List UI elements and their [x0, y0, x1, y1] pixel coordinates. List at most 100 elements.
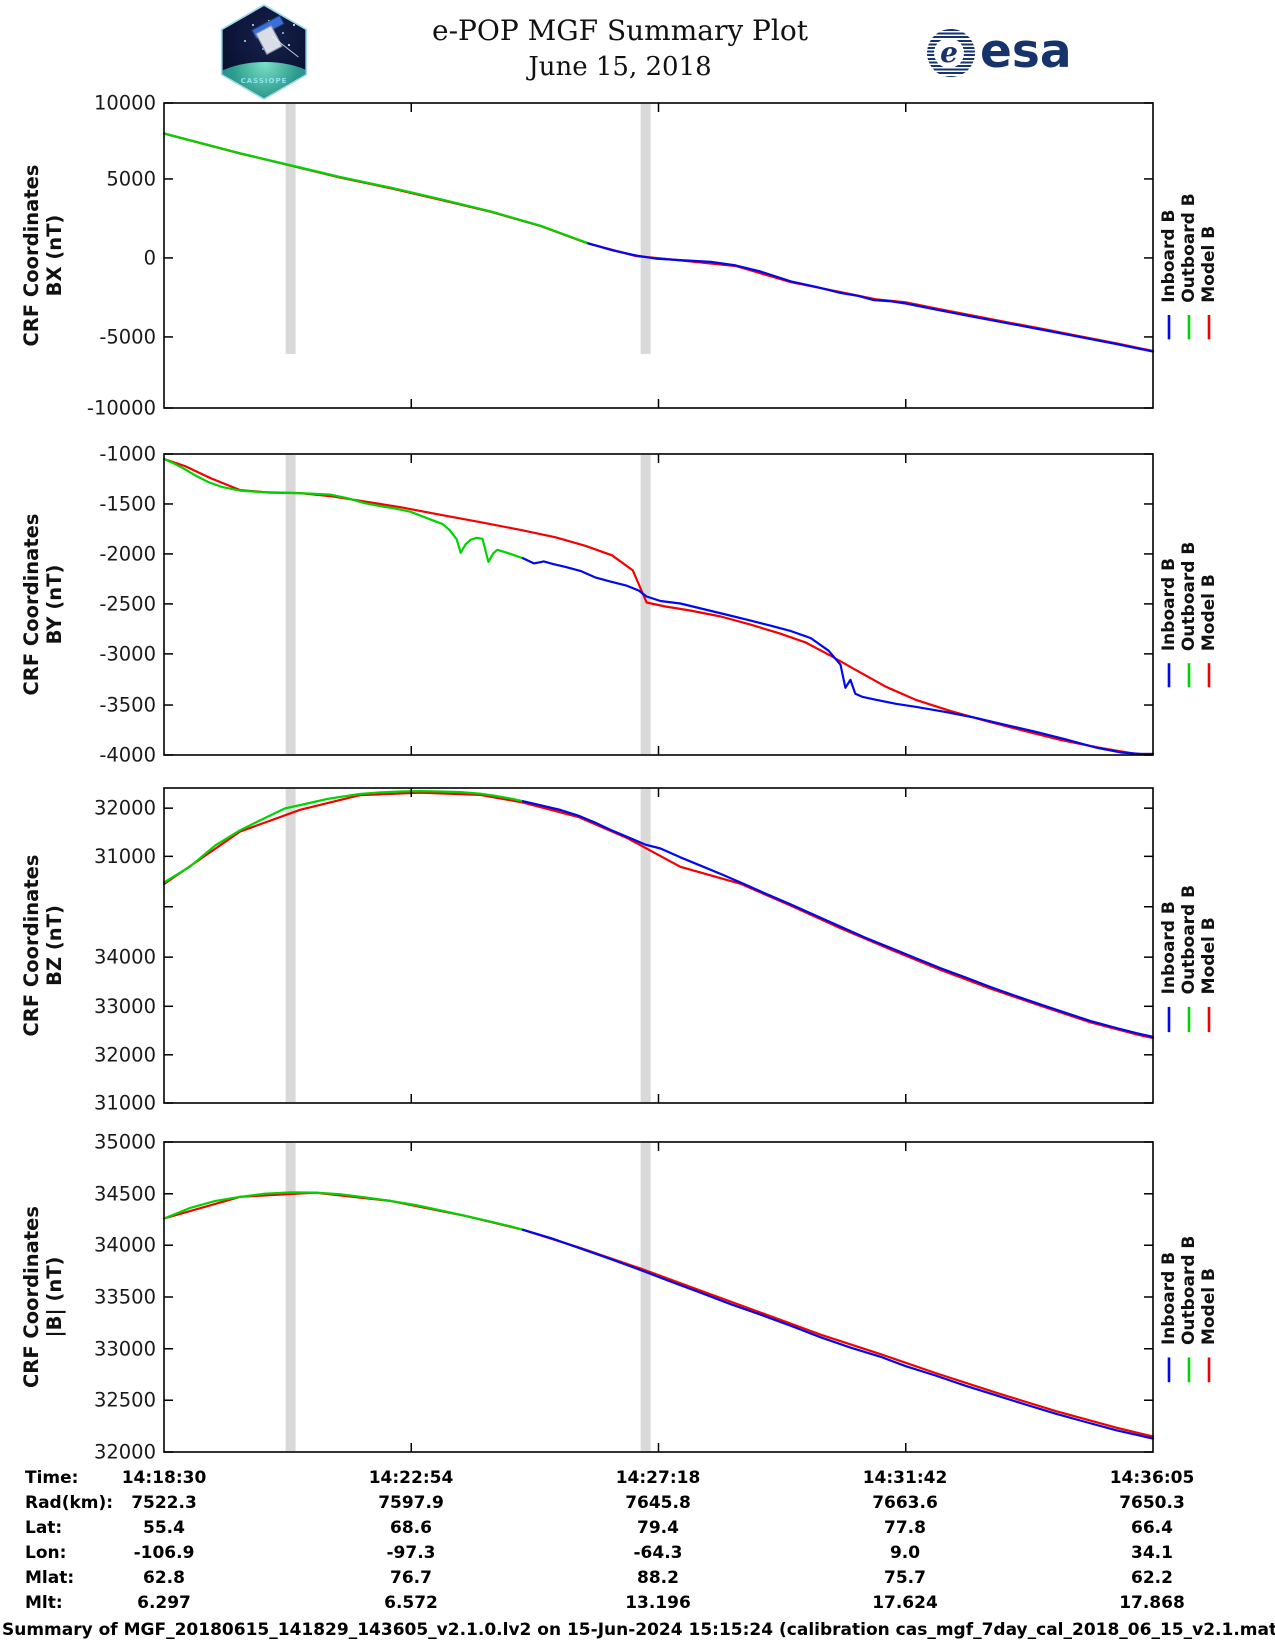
table-cell: 66.4: [1131, 1518, 1173, 1538]
esa-emblem-disc: [934, 38, 964, 68]
axis-label-line2: BZ (nT): [43, 905, 66, 986]
y-tick-label: 32000: [94, 1043, 156, 1066]
y-tick-label: 35000: [94, 1131, 156, 1154]
y-tick-label: 33000: [94, 1337, 156, 1360]
esa-logo-text: esa: [980, 24, 1072, 79]
table-cell: 55.4: [143, 1518, 185, 1538]
table-cell: 68.6: [390, 1518, 432, 1538]
legend-label-outboard-b: Outboard B: [1179, 885, 1199, 994]
event-marker-bar-2: [640, 1143, 651, 1451]
legend-label-outboard-b: Outboard B: [1179, 193, 1199, 302]
axis-label-line1: CRF Coordinates: [20, 855, 43, 1037]
y-tick-label: 33000: [94, 995, 156, 1018]
axis-label-line2: |B| (nT): [43, 1257, 66, 1338]
table-row-label: Lat:: [25, 1518, 63, 1538]
event-marker-bar-1: [285, 104, 296, 354]
table-row-label: Lon:: [25, 1543, 67, 1563]
y-tick-label: -1500: [99, 492, 156, 515]
legend-label-outboard-b: Outboard B: [1179, 542, 1199, 651]
table-cell: 62.2: [1131, 1568, 1173, 1588]
y-tick-label: -1000: [99, 443, 156, 466]
table-cell: 13.196: [625, 1593, 691, 1613]
event-marker-bar-2: [640, 104, 651, 354]
y-tick-label: -2500: [99, 592, 156, 615]
legend-label-model-b: Model B: [1199, 574, 1219, 651]
table-cell: 77.8: [884, 1518, 926, 1538]
y-tick-label: 32000: [94, 797, 156, 820]
event-marker-bar-1: [285, 1143, 296, 1451]
table-cell: 9.0: [889, 1543, 921, 1563]
table-cell: -106.9: [133, 1543, 195, 1563]
cassiope-patch-label: CASSIOPE: [240, 77, 288, 85]
table-cell: 14:22:54: [368, 1468, 454, 1488]
table-cell: 14:36:05: [1109, 1468, 1195, 1488]
series-model-b-line: [162, 132, 1155, 353]
y-tick-label: 33500: [94, 1286, 156, 1309]
footer-caption: Summary of MGF_20180615_141829_143605_v2…: [2, 1620, 1275, 1640]
legend-label-model-b: Model B: [1199, 1268, 1219, 1345]
table-row-label: Rad(km):: [25, 1493, 114, 1513]
y-tick-label: 34000: [94, 1234, 156, 1257]
axis-label-line1: CRF Coordinates: [20, 514, 43, 696]
series-outboard-b-line: [162, 790, 525, 884]
y-tick-label: 34500: [94, 1182, 156, 1205]
axis-label-line1: CRF Coordinates: [20, 1206, 43, 1388]
y-tick-label: -4000: [99, 744, 156, 767]
table-row-label: Time:: [25, 1468, 79, 1488]
table-cell: 7663.6: [872, 1493, 938, 1513]
series-outboard-b-line: [162, 457, 525, 563]
panel-bx-border: [163, 102, 1154, 409]
series-inboard-b-line: [521, 800, 1155, 1038]
table-cell: 7650.3: [1119, 1493, 1185, 1513]
y-tick-label: 10000: [94, 92, 156, 115]
page-title: e-POP MGF Summary Plot: [432, 14, 808, 47]
table-row-label: Mlat:: [25, 1568, 75, 1588]
page-subtitle: June 15, 2018: [528, 52, 712, 82]
legend-label-outboard-b: Outboard B: [1179, 1236, 1199, 1345]
y-tick-label: -3500: [99, 694, 156, 717]
table-cell: 6.572: [384, 1593, 438, 1613]
y-tick-label: 32000: [94, 1441, 156, 1464]
table-cell: 75.7: [884, 1568, 926, 1588]
table-cell: -64.3: [633, 1543, 683, 1563]
table-cell: 7522.3: [131, 1493, 197, 1513]
y-tick-label: 31000: [94, 845, 156, 868]
table-cell: -97.3: [386, 1543, 436, 1563]
event-marker-bar-1: [285, 789, 296, 1102]
series-outboard-b-line: [162, 132, 590, 245]
axis-label-line2: BY (nT): [43, 565, 66, 645]
y-tick-label: 32500: [94, 1389, 156, 1412]
axis-label-line2: BX (nT): [43, 215, 66, 297]
table-cell: 62.8: [143, 1568, 185, 1588]
series-model-b-line: [162, 791, 1155, 1040]
y-tick-label: 31000: [94, 1092, 156, 1115]
panel-bz-border: [163, 787, 1154, 1104]
table-cell: 7645.8: [625, 1493, 691, 1513]
table-cell: 17.624: [872, 1593, 938, 1613]
y-tick-label: -3000: [99, 642, 156, 665]
table-cell: 88.2: [637, 1568, 679, 1588]
series-inboard-b-line: [521, 1228, 1155, 1440]
table-row-label: Mlt:: [25, 1593, 63, 1613]
series-model-b-line: [162, 1191, 1155, 1438]
table-cell: 79.4: [637, 1518, 679, 1538]
series-outboard-b-line: [162, 1191, 525, 1231]
table-cell: 14:18:30: [121, 1468, 207, 1488]
legend-label-model-b: Model B: [1199, 917, 1219, 994]
panel-btot-border: [163, 1141, 1154, 1453]
table-cell: 7597.9: [378, 1493, 444, 1513]
y-tick-label: -2000: [99, 542, 156, 565]
y-tick-label: -5000: [99, 325, 156, 348]
y-tick-label: -10000: [87, 397, 156, 420]
series-inboard-b-line: [587, 242, 1155, 353]
esa-emblem-e: e: [940, 36, 958, 69]
legend-label-model-b: Model B: [1199, 226, 1219, 303]
y-tick-label: 0: [144, 246, 156, 269]
event-marker-bar-2: [640, 455, 651, 754]
y-tick-label: 5000: [106, 167, 156, 190]
legend-label-inboard-b: Inboard B: [1159, 210, 1179, 303]
table-cell: 76.7: [390, 1568, 432, 1588]
esa-emblem-icon: e: [927, 29, 975, 77]
